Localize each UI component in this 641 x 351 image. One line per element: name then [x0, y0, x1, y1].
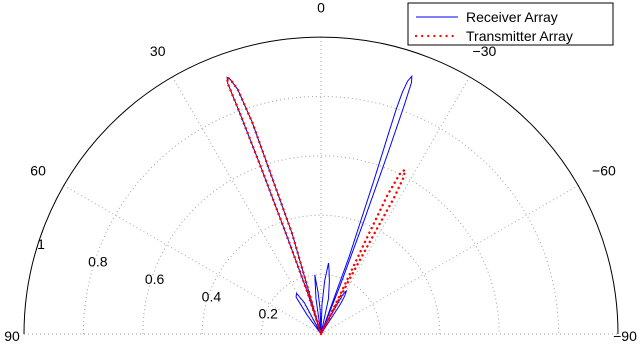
- angle-tick-label: −90: [613, 328, 637, 344]
- legend-box: [407, 2, 614, 46]
- series-line-transmitter: [225, 75, 407, 338]
- grid-ring-2: [201, 214, 441, 335]
- series-line-receiver: [226, 74, 413, 335]
- angle-tick-label: −60: [592, 163, 616, 179]
- grid-spoke-4: [172, 76, 322, 335]
- radius-tick-label: 0.4: [202, 288, 222, 304]
- radius-tick-label: 0.2: [258, 306, 278, 322]
- legend-label-receiver: Receiver Array: [466, 9, 558, 25]
- grid-ring-4: [82, 95, 560, 335]
- angle-tick-label: 30: [150, 43, 166, 59]
- angle-tick-label: 90: [4, 328, 20, 344]
- legend-label-transmitter: Transmitter Array: [466, 28, 573, 44]
- series-layer: [225, 74, 413, 338]
- outer-ring: [23, 36, 619, 335]
- grid-spoke-1: [320, 185, 579, 335]
- grid-spoke-2: [320, 76, 470, 335]
- angle-tick-label: −30: [473, 43, 497, 59]
- radius-tick-label: 0.6: [145, 271, 165, 287]
- tick-labels: 90 60 30 0 −30 −60 −90 0.2 0.4 0.6 0.8 1: [4, 0, 637, 344]
- grid-ring-3: [142, 155, 500, 335]
- grid-spoke-5: [63, 185, 322, 335]
- legend: Receiver Array Transmitter Array: [407, 2, 614, 46]
- radius-tick-label: 1: [37, 236, 45, 252]
- radius-tick-label: 0.8: [88, 254, 108, 270]
- angle-tick-label: 60: [30, 163, 46, 179]
- polar-grid: [23, 36, 619, 335]
- angle-tick-label: 0: [317, 0, 325, 15]
